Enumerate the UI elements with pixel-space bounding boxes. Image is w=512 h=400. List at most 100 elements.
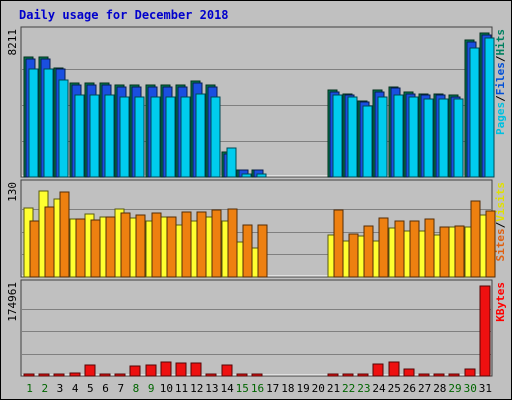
bar-middle-sites-31	[485, 210, 496, 278]
bar-top-pages-9	[150, 96, 161, 178]
bar-middle-sites-12	[196, 211, 207, 278]
x-tick-label-12: 12	[190, 382, 203, 395]
bar-top-pages-8	[134, 96, 145, 178]
bar-top-pages-2	[43, 68, 54, 178]
x-tick-label-6: 6	[102, 382, 109, 395]
x-tick-label-23: 23	[357, 382, 370, 395]
bar-bottom-kbytes-26	[403, 368, 415, 377]
x-tick-label-28: 28	[433, 382, 446, 395]
bar-top-pages-3	[58, 79, 69, 178]
bar-middle-sites-23	[363, 225, 374, 278]
x-tick-label-24: 24	[372, 382, 386, 395]
bar-middle-sites-8	[135, 214, 146, 278]
bar-bottom-kbytes-6	[99, 373, 111, 377]
bar-top-pages-10	[165, 96, 176, 178]
x-tick-label-22: 22	[342, 382, 355, 395]
bar-middle-sites-2	[44, 206, 55, 278]
bar-top-pages-11	[180, 96, 191, 178]
x-tick-label-16: 16	[251, 382, 264, 395]
bar-bottom-kbytes-8	[129, 365, 141, 377]
legend-top: Pages/Files/Hits	[494, 29, 507, 135]
bar-top-pages-26	[408, 96, 419, 178]
bar-bottom-kbytes-2	[38, 373, 50, 377]
y-max-label-middle: 130	[6, 182, 19, 202]
chart-title: Daily usage for December 2018	[19, 8, 229, 22]
bar-bottom-kbytes-28	[433, 373, 445, 377]
bar-middle-sites-6	[105, 216, 116, 278]
bar-middle-sites-9	[151, 212, 162, 278]
bar-middle-sites-3	[59, 191, 70, 278]
x-tick-label-25: 25	[388, 382, 401, 395]
y-max-label-bottom: 174961	[6, 282, 19, 322]
bar-bottom-kbytes-10	[160, 361, 172, 377]
bar-top-pages-27	[423, 98, 434, 178]
y-max-label-top: 8211	[6, 29, 19, 56]
bar-top-pages-30	[469, 47, 480, 178]
bar-top-pages-21	[332, 94, 343, 178]
x-tick-label-31: 31	[479, 382, 492, 395]
bar-bottom-kbytes-7	[114, 373, 126, 377]
x-tick-label-2: 2	[41, 382, 48, 395]
bar-bottom-kbytes-23	[357, 373, 369, 377]
bar-bottom-kbytes-4	[69, 372, 81, 377]
bar-top-pages-4	[74, 94, 85, 178]
bar-top-pages-24	[377, 96, 388, 178]
bar-bottom-kbytes-30	[464, 368, 476, 377]
legend-item-top-1: /	[494, 95, 507, 102]
bar-top-pages-7	[119, 96, 130, 178]
bar-middle-sites-27	[424, 218, 435, 278]
x-tick-label-27: 27	[418, 382, 431, 395]
bar-bottom-kbytes-1	[23, 373, 35, 377]
bar-middle-sites-4	[75, 218, 86, 278]
bar-top-pages-25	[393, 94, 404, 178]
legend-item-middle-0: Sites	[494, 228, 507, 261]
legend-item-bottom-0: KBytes	[494, 282, 507, 322]
bar-bottom-kbytes-14	[221, 364, 233, 377]
legend-item-top-4: Hits	[494, 29, 507, 56]
bar-middle-sites-21	[333, 209, 344, 278]
bar-bottom-kbytes-12	[190, 362, 202, 377]
bar-middle-sites-26	[409, 220, 420, 278]
x-tick-label-13: 13	[205, 382, 218, 395]
bar-middle-sites-11	[181, 211, 192, 278]
bar-bottom-kbytes-3	[53, 373, 65, 377]
bar-bottom-kbytes-9	[145, 364, 157, 377]
plot-area-bottom	[20, 279, 493, 377]
bar-middle-sites-15	[242, 224, 253, 278]
bar-middle-sites-13	[211, 209, 222, 278]
x-tick-label-8: 8	[133, 382, 140, 395]
bar-bottom-kbytes-21	[327, 373, 339, 377]
bar-top-pages-22	[347, 96, 358, 178]
x-tick-label-17: 17	[266, 382, 279, 395]
x-tick-label-1: 1	[26, 382, 33, 395]
legend-item-top-2: Files	[494, 62, 507, 95]
x-tick-label-21: 21	[327, 382, 340, 395]
bar-top-pages-14	[226, 147, 237, 178]
bar-middle-sites-25	[394, 220, 405, 278]
x-tick-label-10: 10	[160, 382, 173, 395]
bar-top-pages-23	[362, 105, 373, 178]
bar-top-pages-15	[241, 173, 252, 178]
bar-bottom-kbytes-22	[342, 373, 354, 377]
bar-bottom-kbytes-11	[175, 362, 187, 377]
bar-bottom-kbytes-31	[479, 285, 491, 377]
x-tick-label-11: 11	[175, 382, 188, 395]
x-tick-label-18: 18	[281, 382, 294, 395]
bar-top-pages-31	[484, 37, 495, 178]
bar-middle-sites-5	[90, 219, 101, 278]
bar-top-pages-29	[453, 98, 464, 178]
x-tick-label-20: 20	[312, 382, 325, 395]
bar-bottom-kbytes-25	[388, 361, 400, 377]
legend-bottom: KBytes	[494, 282, 507, 322]
bar-middle-sites-16	[257, 224, 268, 278]
legend-item-middle-2: Visits	[494, 182, 507, 222]
x-tick-label-3: 3	[57, 382, 64, 395]
x-tick-label-29: 29	[448, 382, 461, 395]
x-tick-label-4: 4	[72, 382, 79, 395]
bar-bottom-kbytes-15	[236, 373, 248, 377]
bar-middle-sites-24	[378, 217, 389, 278]
bar-middle-sites-29	[454, 225, 465, 278]
bar-top-pages-5	[89, 94, 100, 178]
bar-top-pages-6	[104, 94, 115, 178]
